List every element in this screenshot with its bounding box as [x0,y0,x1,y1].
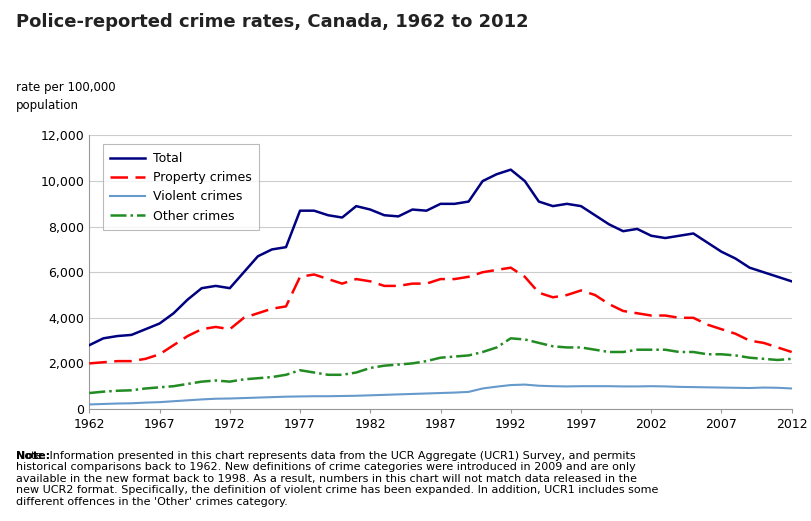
Text: Police-reported crime rates, Canada, 1962 to 2012: Police-reported crime rates, Canada, 196… [16,13,528,31]
Text: Note: Information presented in this chart represents data from the UCR Aggregate: Note: Information presented in this char… [16,451,658,507]
Text: population: population [16,99,79,112]
Text: rate per 100,000: rate per 100,000 [16,81,116,94]
Legend: Total, Property crimes, Violent crimes, Other crimes: Total, Property crimes, Violent crimes, … [102,144,259,230]
Text: Note:: Note: [16,451,50,461]
